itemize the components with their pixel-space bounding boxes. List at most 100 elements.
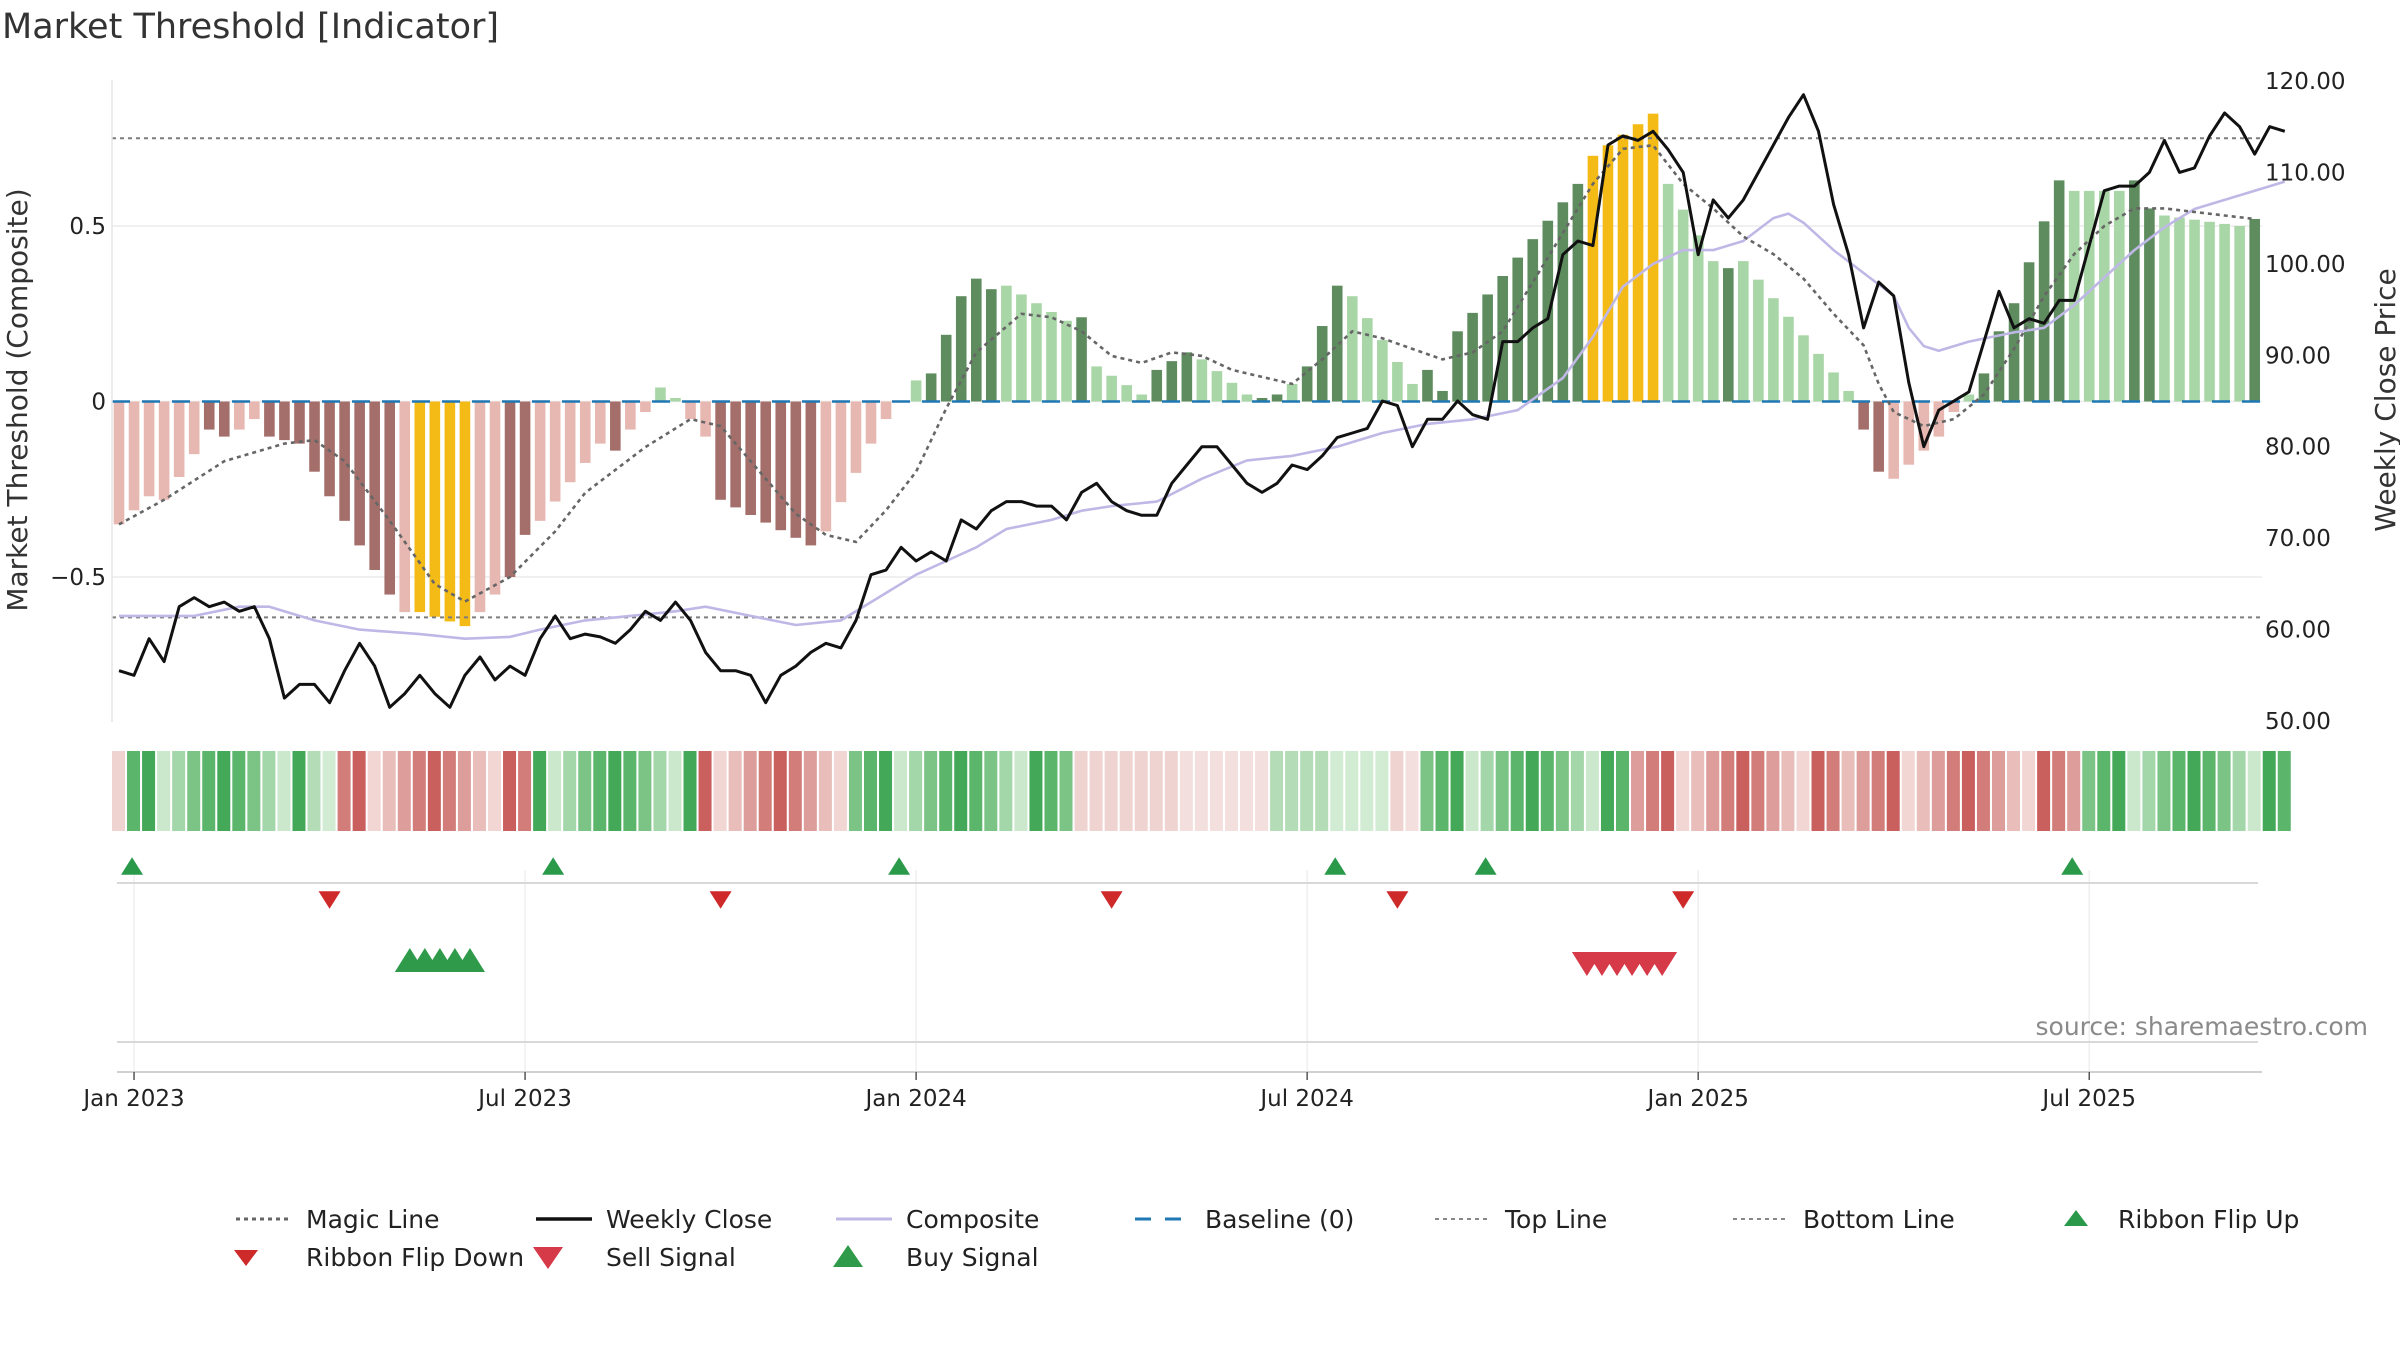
ribbon-cell — [1992, 751, 2005, 831]
legend-swatch — [533, 1247, 563, 1269]
ribbon-cell — [1706, 751, 1720, 831]
legend-label: Composite — [906, 1205, 1039, 1234]
composite-bar — [173, 401, 185, 477]
composite-bar — [399, 401, 411, 613]
composite-bar — [1482, 294, 1493, 402]
composite-bar — [519, 401, 531, 535]
ribbon-cell — [2247, 751, 2261, 831]
ribbon-flip-up-marker — [542, 857, 565, 875]
ribbon-cell — [894, 751, 908, 831]
composite-bar — [685, 401, 696, 420]
legend-label: Top Line — [1504, 1205, 1607, 1234]
ribbon-cell — [593, 751, 607, 831]
composite-bar — [1061, 320, 1072, 402]
ribbon-cell — [157, 751, 171, 831]
ribbon-cell — [1315, 751, 1329, 831]
composite-bar — [1407, 383, 1418, 402]
ribbon-cell — [1074, 751, 1088, 831]
x-tick-label: Jul 2024 — [1258, 1086, 1354, 1112]
composite-bar — [1226, 382, 1238, 402]
composite-bar — [1677, 209, 1689, 402]
ribbon-flip-down-marker — [1386, 891, 1409, 909]
composite-bar — [203, 401, 215, 430]
composite-bar — [489, 401, 501, 595]
composite-bar — [1151, 369, 1163, 402]
composite-bar — [128, 401, 140, 511]
ribbon-cell — [1194, 751, 1208, 831]
ribbon-cell — [292, 751, 306, 831]
ribbon-cell — [1691, 751, 1705, 831]
composite-bar — [264, 401, 275, 437]
composite-bar — [1903, 401, 1915, 465]
composite-bar — [2144, 208, 2155, 402]
ribbon-cell — [2232, 751, 2246, 831]
ribbon-cell — [1736, 751, 1750, 831]
ribbon-cell — [1209, 751, 1223, 831]
ribbon-cell — [969, 751, 983, 831]
composite-bar — [790, 401, 802, 538]
composite-bar — [1166, 361, 1178, 402]
composite-bar — [564, 401, 576, 483]
ribbon-cell — [1570, 751, 1584, 831]
composite-bar — [1256, 397, 1268, 402]
ribbon-cell — [1631, 751, 1645, 831]
composite-bar — [294, 401, 305, 444]
ribbon-cell — [187, 751, 201, 831]
composite-bar — [1422, 369, 1433, 402]
legend-item-flip_down: Ribbon Flip Down — [234, 1243, 524, 1272]
ribbon-cell — [1751, 751, 1765, 831]
ribbon-cell — [1525, 751, 1539, 831]
legend-item-composite: Composite — [836, 1205, 1039, 1234]
ribbon-cell — [1270, 751, 1284, 831]
ribbon-cell — [623, 751, 637, 831]
ribbon-cell — [833, 751, 847, 831]
ribbon-flip-up-marker — [2061, 857, 2084, 875]
ribbon-cell — [518, 751, 532, 831]
composite-bar — [234, 401, 245, 430]
composite-bar — [384, 401, 396, 595]
ribbon-cell — [172, 751, 186, 831]
ribbon-cell — [788, 751, 802, 831]
composite-bar — [158, 401, 170, 500]
ribbon-cell — [728, 751, 742, 831]
composite-bar — [1557, 202, 1569, 402]
ribbon-cell — [1766, 751, 1780, 831]
composite-bar — [1963, 394, 1975, 402]
ribbon-cell — [1375, 751, 1389, 831]
composite-bar — [1106, 375, 1117, 402]
right-tick-label: 100.00 — [2265, 252, 2345, 278]
legend-label: Sell Signal — [606, 1243, 736, 1272]
composite-bar — [1136, 394, 1148, 402]
composite-bar — [1031, 303, 1042, 402]
legend-swatch — [2064, 1210, 2088, 1226]
ribbon-cell — [848, 751, 862, 831]
ribbon-cell — [1841, 751, 1855, 831]
ribbon-cell — [1856, 751, 1870, 831]
ribbon-cell — [1555, 751, 1569, 831]
composite-bar — [730, 401, 741, 508]
legend-swatch — [833, 1245, 863, 1267]
x-tick-label: Jan 2024 — [863, 1086, 966, 1112]
ribbon-cell — [2082, 751, 2096, 831]
ribbon-cell — [1510, 751, 1524, 831]
composite-bar — [820, 401, 832, 532]
left-axis: 0.5 0 −0.5 — [50, 80, 113, 722]
composite-bar — [1662, 183, 1674, 402]
ribbon-cell — [2217, 751, 2231, 831]
composite-bar — [1798, 335, 1809, 402]
legend-swatch — [234, 1250, 258, 1266]
legend-item-baseline: Baseline (0) — [1135, 1205, 1354, 1234]
ribbon-cell — [1480, 751, 1494, 831]
ribbon-cell — [608, 751, 622, 831]
ribbon-flip-down-marker — [709, 891, 732, 909]
legend-item-top: Top Line — [1435, 1205, 1607, 1234]
ribbon-cell — [1149, 751, 1163, 831]
composite-bar — [715, 401, 726, 500]
composite-bar — [1271, 394, 1283, 402]
composite-bar — [1362, 318, 1373, 402]
ribbon-flip-up-marker — [1324, 857, 1347, 875]
ribbon-cell — [638, 751, 652, 831]
composite-bar — [1452, 331, 1463, 402]
